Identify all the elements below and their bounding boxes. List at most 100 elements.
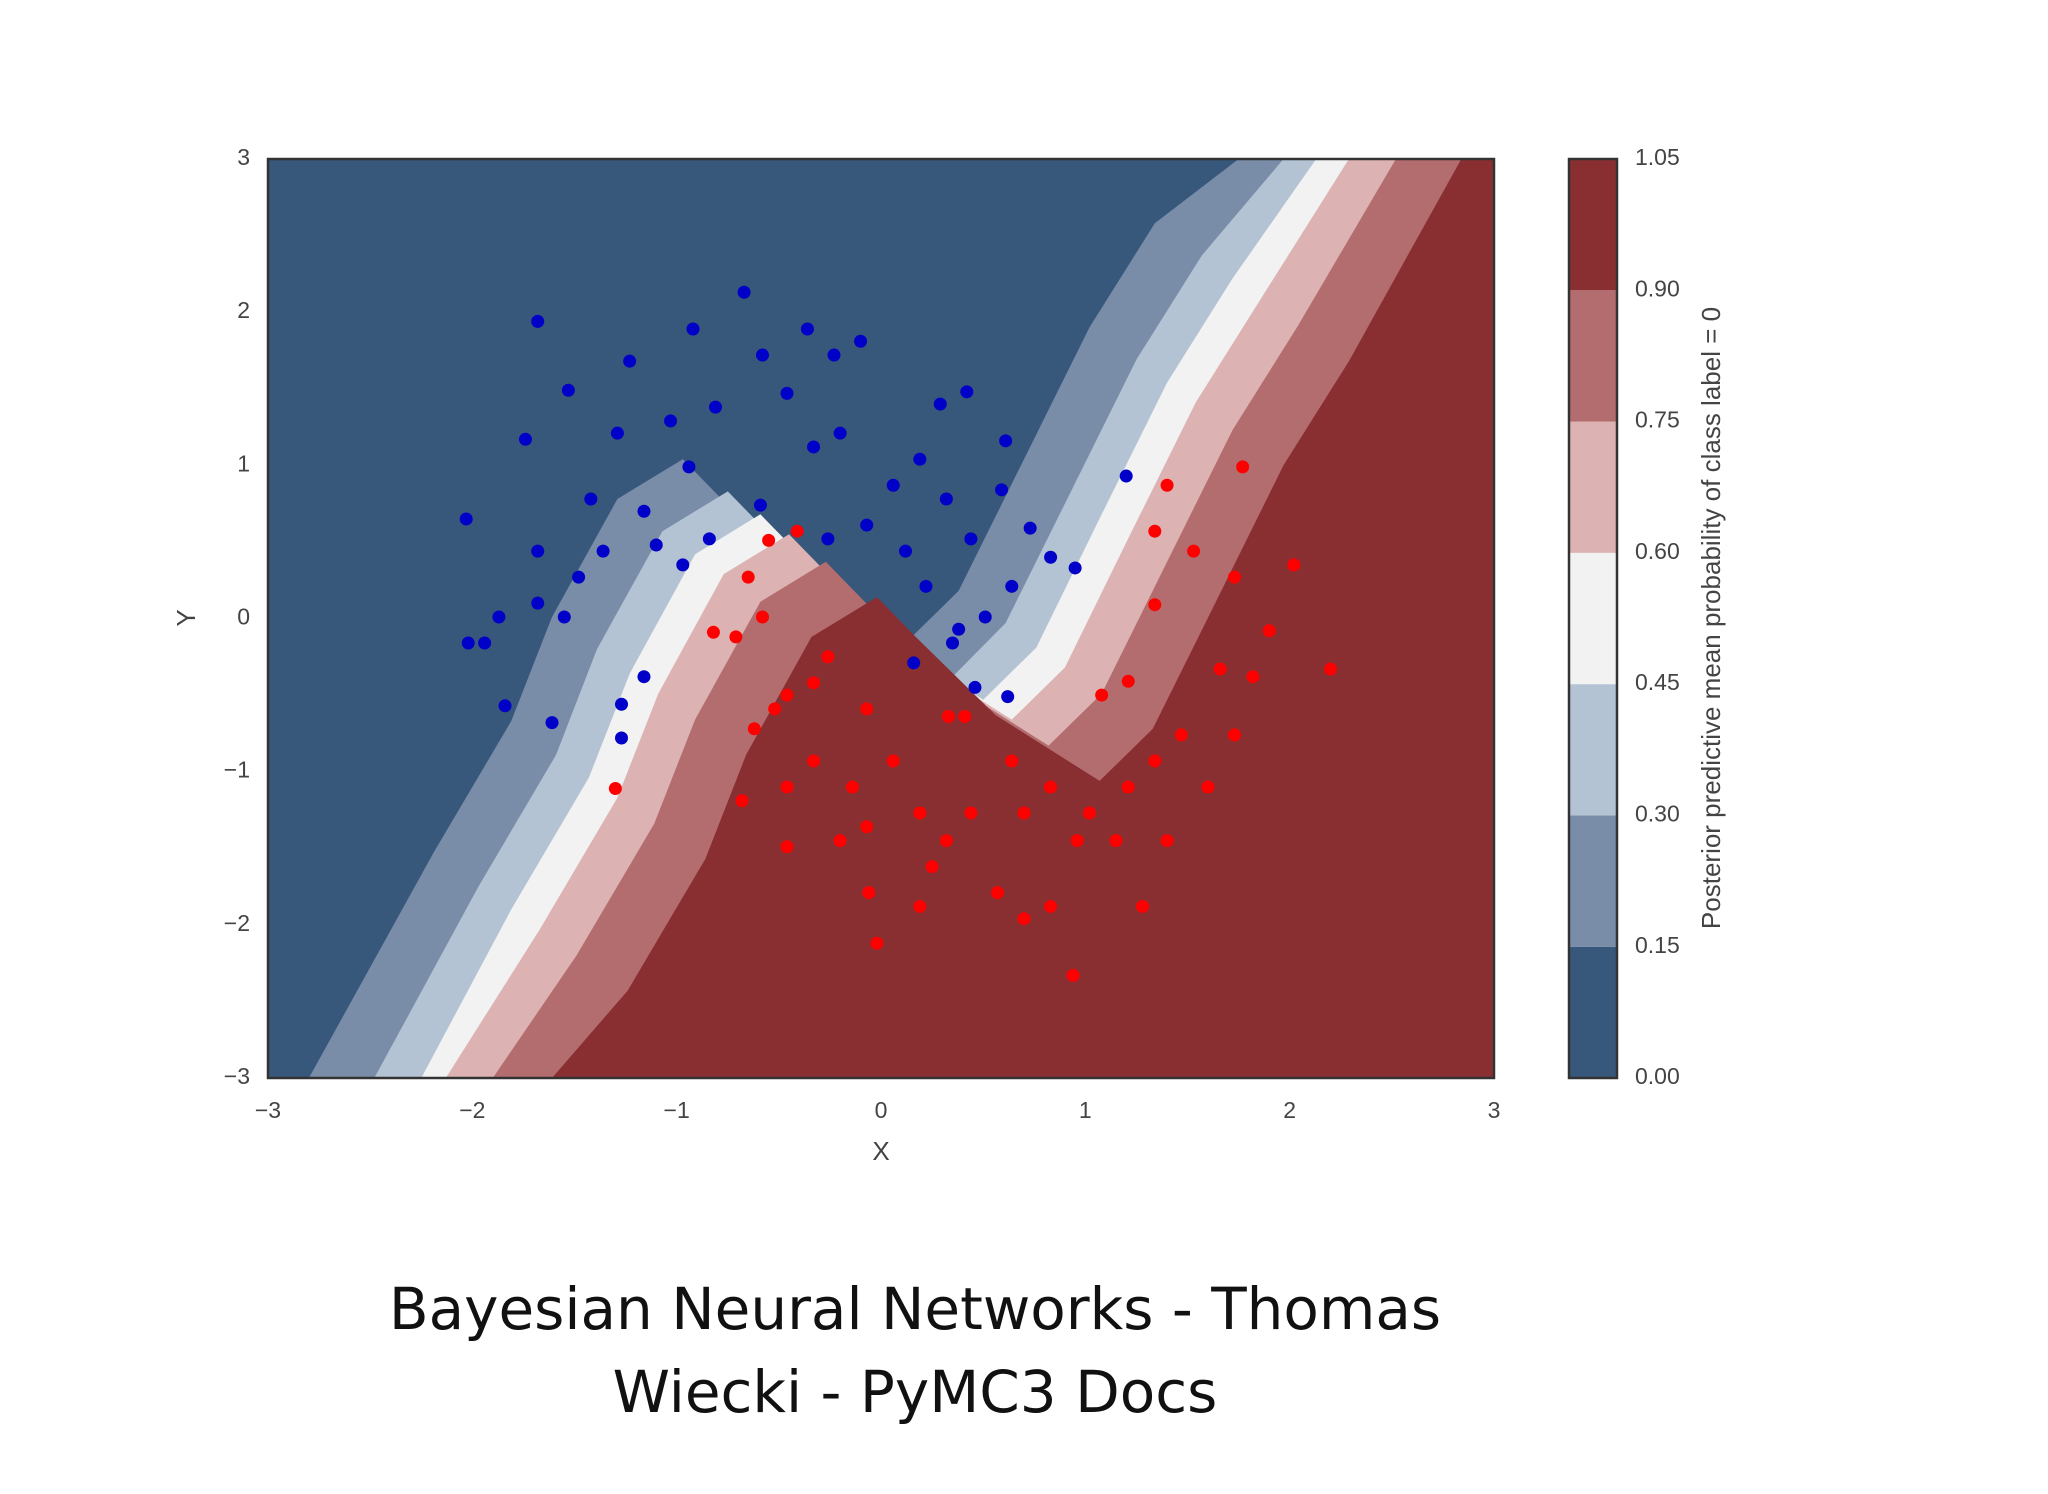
scatter-point — [1174, 728, 1188, 742]
scatter-point — [899, 544, 913, 558]
scatter-point — [780, 688, 794, 702]
scatter-point — [939, 834, 953, 848]
scatter-point — [735, 794, 749, 808]
scatter-point — [545, 716, 559, 730]
scatter-point — [886, 754, 900, 768]
scatter-point — [531, 544, 545, 558]
scatter-point — [860, 820, 874, 834]
scatter-point — [995, 483, 1009, 497]
scatter-point — [682, 460, 696, 474]
scatter-point — [1160, 834, 1174, 848]
colorbar-tick-label: 0.45 — [1635, 669, 1680, 695]
colorbar-tick-label: 0.30 — [1635, 801, 1680, 827]
scatter-point — [990, 886, 1004, 900]
scatter-point — [1121, 780, 1135, 794]
scatter-point — [1187, 544, 1201, 558]
scatter-point — [807, 754, 821, 768]
colorbar-tick-label: 0.00 — [1635, 1063, 1680, 1089]
colorbar-tick-label: 0.90 — [1635, 275, 1680, 301]
x-tick-label: −3 — [255, 1097, 281, 1123]
scatter-point — [968, 680, 982, 694]
scatter-point — [768, 702, 782, 716]
scatter-point — [913, 806, 927, 820]
scatter-point — [800, 322, 814, 336]
scatter-point — [860, 702, 874, 716]
scatter-point — [596, 544, 610, 558]
scatter-point — [637, 504, 651, 518]
scatter-point — [1227, 570, 1241, 584]
scatter-point — [610, 426, 624, 440]
colorbar-segment — [1569, 815, 1617, 947]
scatter-point — [1068, 561, 1082, 575]
x-tick-label: 3 — [1488, 1097, 1501, 1123]
scatter-point — [1262, 624, 1276, 638]
scatter-point — [706, 625, 720, 639]
scatter-point — [531, 596, 545, 610]
scatter-point — [919, 579, 933, 593]
scatter-point — [1227, 728, 1241, 742]
scatter-point — [561, 383, 575, 397]
scatter-point — [1066, 968, 1080, 982]
scatter-point — [1044, 899, 1058, 913]
colorbar-tick-label: 0.60 — [1635, 538, 1680, 564]
scatter-point — [913, 452, 927, 466]
y-tick-label: −3 — [224, 1063, 250, 1089]
scatter-point — [833, 426, 847, 440]
y-tick-label: −1 — [224, 757, 250, 783]
y-tick-label: 3 — [237, 144, 250, 170]
scatter-point — [958, 710, 972, 724]
scatter-point — [978, 610, 992, 624]
y-tick-label: 1 — [237, 450, 250, 476]
scatter-point — [1044, 780, 1058, 794]
scatter-point — [557, 610, 571, 624]
scatter-point — [584, 492, 598, 506]
scatter-point — [1236, 460, 1250, 474]
scatter-point — [1119, 469, 1133, 483]
scatter-point — [913, 899, 927, 913]
scatter-point — [780, 780, 794, 794]
x-tick-label: 1 — [1079, 1097, 1092, 1123]
scatter-point — [664, 414, 678, 428]
scatter-point — [960, 385, 974, 399]
colorbar-tick-label: 0.75 — [1635, 407, 1680, 433]
scatter-point — [845, 780, 859, 794]
scatter-point — [676, 558, 690, 572]
scatter-point — [886, 478, 900, 492]
scatter-point — [1005, 754, 1019, 768]
scatter-point — [459, 512, 473, 526]
scatter-point — [1017, 806, 1031, 820]
scatter-point — [1005, 579, 1019, 593]
scatter-point — [933, 397, 947, 411]
x-tick-label: −1 — [664, 1097, 690, 1123]
scatter-point — [854, 334, 868, 348]
scatter-point — [862, 886, 876, 900]
scatter-point — [498, 699, 512, 713]
scatter-point — [708, 400, 722, 414]
scatter-point — [702, 532, 716, 546]
scatter-point — [762, 533, 776, 547]
scatter-point — [737, 285, 751, 299]
scatter-point — [870, 936, 884, 950]
scatter-point — [821, 532, 835, 546]
scatter-point — [807, 676, 821, 690]
scatter-point — [729, 630, 743, 644]
scatter-point — [1201, 780, 1215, 794]
scatter-point — [649, 538, 663, 552]
colorbar-label: Posterior predictive mean probability of… — [1696, 307, 1726, 929]
scatter-point — [461, 636, 475, 650]
x-tick-label: 2 — [1283, 1097, 1296, 1123]
scatter-point — [1023, 521, 1037, 535]
scatter-point — [614, 731, 628, 745]
caption-line: Wiecki - PyMC3 Docs — [613, 1358, 1218, 1426]
scatter-point — [1001, 690, 1015, 704]
colorbar-frame — [1567, 157, 1619, 1080]
y-tick-label: 2 — [237, 297, 250, 323]
scatter-point — [637, 670, 651, 684]
scatter-point — [608, 782, 622, 796]
x-tick-label: 0 — [875, 1097, 888, 1123]
scatter-point — [1082, 806, 1096, 820]
colorbar-segment — [1569, 421, 1617, 553]
scatter-point — [780, 840, 794, 854]
